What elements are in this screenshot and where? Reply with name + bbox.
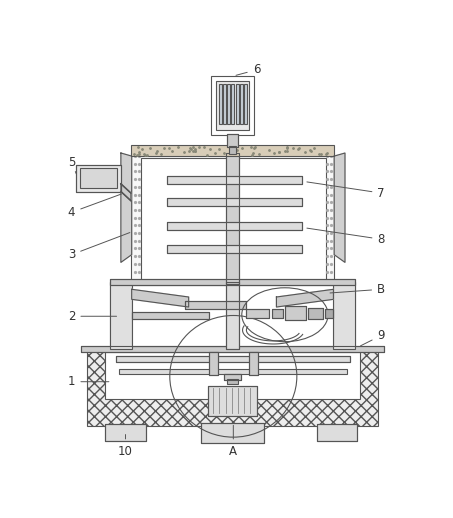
Bar [208, 385, 257, 416]
Bar [167, 246, 302, 253]
Bar [110, 279, 355, 285]
Text: 8: 8 [307, 228, 385, 246]
Bar [209, 352, 218, 375]
Bar [167, 222, 302, 230]
Text: B: B [330, 283, 385, 296]
Bar [227, 134, 238, 147]
Bar [272, 309, 284, 318]
Bar [132, 312, 209, 319]
Bar [226, 282, 239, 349]
Bar [110, 279, 355, 285]
Bar [141, 157, 326, 282]
Bar [226, 153, 239, 284]
Bar [226, 282, 239, 349]
Text: 10: 10 [118, 435, 133, 457]
Bar [132, 285, 333, 347]
Bar [106, 424, 145, 441]
Bar [76, 165, 121, 192]
Polygon shape [334, 153, 345, 262]
Bar [308, 308, 323, 319]
Bar [208, 385, 257, 416]
Bar [76, 165, 121, 192]
Bar [110, 282, 355, 349]
Bar [167, 222, 302, 230]
Bar [116, 356, 350, 362]
Bar [249, 352, 258, 375]
Bar [201, 423, 264, 442]
Bar [226, 153, 239, 284]
Bar [131, 146, 334, 156]
Bar [317, 424, 357, 441]
Bar [244, 84, 247, 124]
Bar [132, 312, 209, 319]
Bar [227, 134, 238, 147]
Text: 4: 4 [68, 194, 121, 219]
Bar [223, 84, 226, 124]
Bar [227, 84, 230, 124]
Bar [209, 352, 218, 375]
Bar [106, 424, 145, 441]
Bar [119, 369, 347, 374]
Bar [216, 81, 250, 130]
Bar [285, 306, 307, 320]
Bar [272, 309, 284, 318]
Bar [81, 346, 384, 352]
Bar [81, 346, 384, 352]
Bar [236, 84, 239, 124]
Bar [110, 282, 132, 349]
Text: 7: 7 [307, 182, 385, 199]
Bar [224, 374, 241, 380]
Bar [227, 379, 238, 384]
Text: 6: 6 [236, 63, 260, 76]
Bar [219, 84, 222, 124]
Bar [80, 168, 117, 189]
Polygon shape [121, 153, 132, 262]
Text: 9: 9 [361, 329, 385, 346]
Text: A: A [229, 425, 237, 457]
Bar [285, 306, 307, 320]
Bar [246, 309, 269, 318]
Bar [325, 309, 333, 318]
Text: 1: 1 [68, 375, 109, 388]
Polygon shape [132, 290, 188, 307]
Bar [167, 176, 302, 184]
Bar [167, 198, 302, 206]
Bar [167, 176, 302, 184]
Bar [87, 349, 378, 426]
Bar [116, 356, 350, 362]
Bar [308, 308, 323, 319]
Bar [201, 423, 264, 442]
Bar [240, 84, 243, 124]
Bar [229, 146, 236, 154]
Bar [246, 309, 269, 318]
Bar [224, 374, 241, 380]
Bar [131, 153, 334, 284]
Text: 5: 5 [68, 156, 76, 174]
Bar [211, 76, 254, 135]
Bar [249, 352, 258, 375]
Bar [167, 198, 302, 206]
Polygon shape [121, 184, 131, 201]
Bar [185, 301, 246, 309]
Bar [231, 84, 235, 124]
Text: 3: 3 [68, 233, 130, 261]
Text: 2: 2 [68, 310, 116, 323]
Polygon shape [276, 290, 333, 307]
Bar [106, 352, 360, 399]
Bar [185, 301, 246, 309]
Bar [333, 282, 355, 349]
Bar [167, 246, 302, 253]
Bar [325, 309, 333, 318]
Bar [317, 424, 357, 441]
